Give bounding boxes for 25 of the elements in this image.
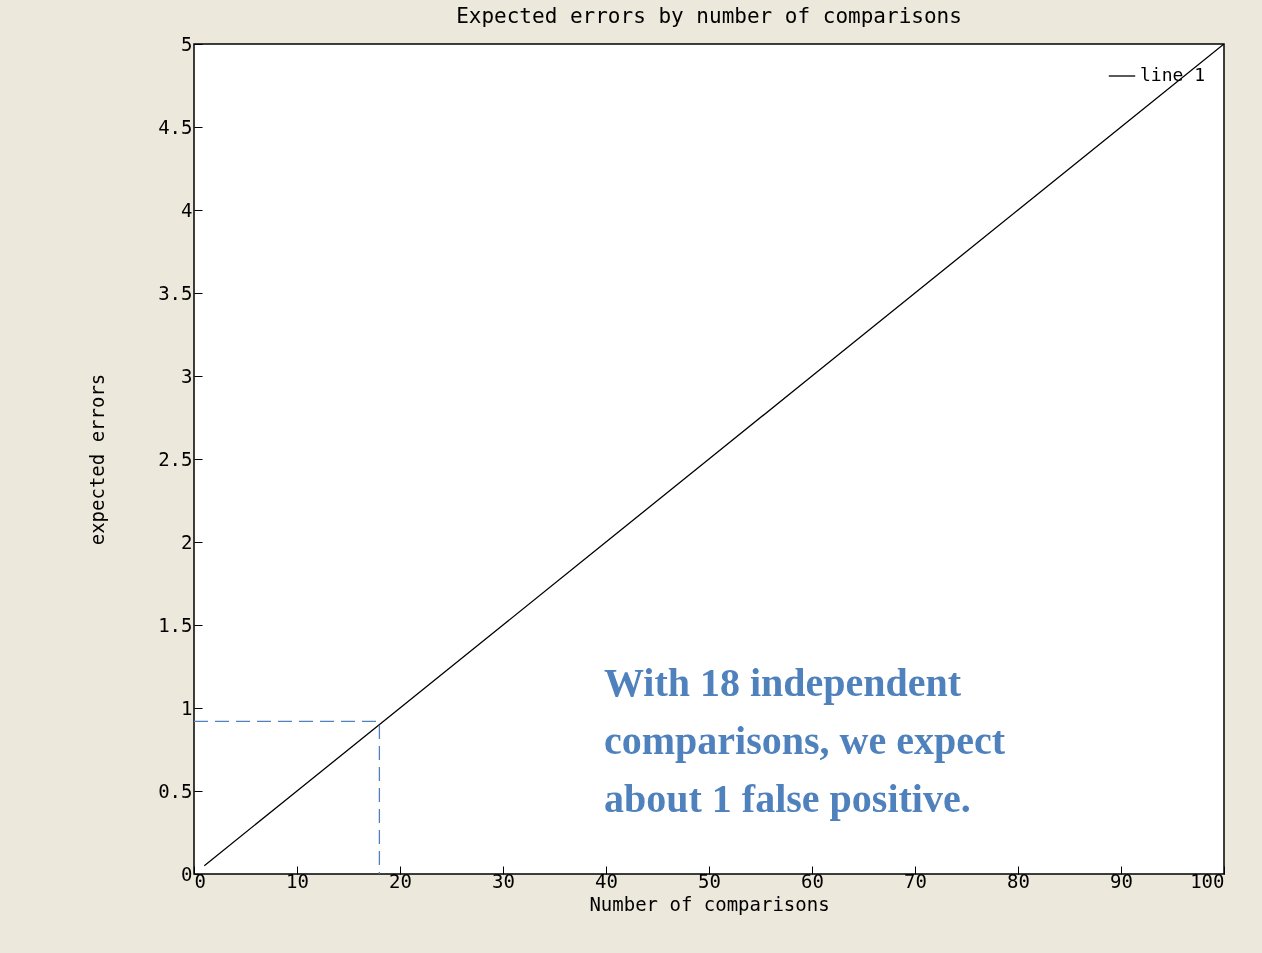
x-tick-label: 100	[1190, 869, 1225, 892]
x-tick-label: 10	[286, 869, 309, 892]
y-axis-title: expected errors	[86, 373, 109, 546]
x-tick-label: 70	[904, 869, 927, 892]
chart-title: Expected errors by number of comparisons	[456, 4, 962, 28]
x-tick-label: 20	[389, 869, 412, 892]
x-tick-label: 80	[1007, 869, 1030, 892]
x-tick-label: 30	[492, 869, 515, 892]
x-tick-label: 90	[1110, 869, 1133, 892]
legend-label: line 1	[1140, 64, 1206, 85]
y-tick-label: 3	[181, 364, 193, 387]
annotation: With 18 independent comparisons, we expect about 1 false positive.	[604, 660, 1006, 821]
x-tick-label: 40	[595, 869, 618, 892]
x-tick-label: 50	[698, 869, 721, 892]
x-tick-label: 60	[801, 869, 824, 892]
y-tick-label: 3.5	[158, 281, 193, 304]
y-tick-label: 1	[181, 696, 193, 719]
y-tick-label: 5	[181, 32, 193, 55]
y-tick-label: 4	[181, 198, 193, 221]
y-tick-label: 0.5	[158, 779, 193, 802]
x-axis-title: Number of comparisons	[589, 892, 830, 915]
y-tick-label: 2	[181, 530, 193, 553]
y-tick-label: 4.5	[158, 115, 193, 138]
y-tick-label: 1.5	[158, 613, 193, 636]
y-tick-label: 2.5	[158, 447, 193, 470]
